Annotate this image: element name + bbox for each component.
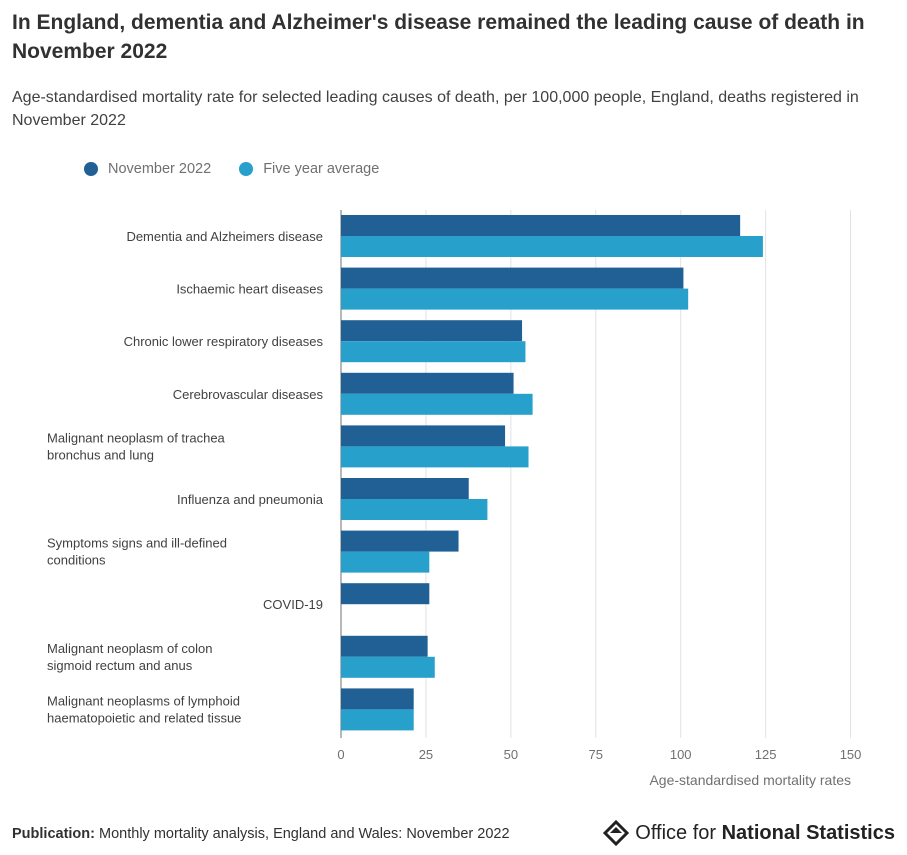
category-label-line: bronchus and lung xyxy=(47,447,154,462)
category-label: Ischaemic heart diseases xyxy=(176,282,323,297)
category-label: Influenza and pneumonia xyxy=(177,492,324,507)
bar-five-year-average xyxy=(341,236,763,257)
category-label-line: sigmoid rectum and anus xyxy=(47,658,193,673)
publication-label: Publication: xyxy=(12,826,95,842)
x-tick-label: 0 xyxy=(337,747,344,762)
bar-november-2022 xyxy=(341,635,428,657)
x-tick-label: 25 xyxy=(419,747,433,762)
category-label-line: Malignant neoplasms of lymphoid xyxy=(47,693,240,708)
bar-five-year-average xyxy=(341,393,533,415)
x-tick-label: 50 xyxy=(504,747,518,762)
bar-november-2022 xyxy=(341,372,514,394)
legend-swatch-november-2022 xyxy=(84,162,98,176)
legend: November 2022 Five year average xyxy=(84,161,403,180)
bar-five-year-average xyxy=(341,499,488,520)
ons-logo-icon xyxy=(603,820,630,846)
category-label: Chronic lower respiratory diseases xyxy=(124,334,324,349)
legend-item-five-year-average: Five year average xyxy=(239,161,379,177)
category-label: Malignant neoplasm of trachea bronchus an… xyxy=(47,430,226,462)
bar-chart: 0 25 50 75 100 125 150 Age-standardised mortali… xyxy=(47,210,862,788)
x-tick-label: 75 xyxy=(589,747,603,762)
chart-subtitle: Age-standardised mortality rate for sele… xyxy=(12,89,859,129)
category-label: Malignant neoplasms of lymphoid haematopo… xyxy=(47,693,241,725)
bar-five-year-average xyxy=(341,288,689,310)
bar-november-2022 xyxy=(341,425,506,447)
x-tick-label: 150 xyxy=(840,747,862,762)
bar-november-2022 xyxy=(341,267,684,289)
bar-november-2022 xyxy=(341,583,430,605)
ons-logo[interactable]: Office for National Statistics xyxy=(603,820,895,846)
publication-footer: Publication: Monthly mortality analysis,… xyxy=(12,826,510,842)
bar-five-year-average xyxy=(341,446,529,468)
ons-logo-text-regular: Office for xyxy=(635,821,717,844)
ons-logo-text-bold: National Statistics xyxy=(721,821,895,844)
category-label-line: Malignant neoplasm of trachea xyxy=(47,430,226,445)
legend-label-five-year-average: Five year average xyxy=(263,161,380,177)
publication-link[interactable]: Monthly mortality analysis, England and … xyxy=(99,826,510,842)
bar-five-year-average xyxy=(341,551,430,573)
x-axis-label: Age-standardised mortality rates xyxy=(649,772,851,788)
chart-title: In England, dementia and Alzheimer's dis… xyxy=(12,11,865,63)
bar-november-2022 xyxy=(341,530,459,552)
x-tick-label: 100 xyxy=(670,747,692,762)
category-label-line: Symptoms signs and ill-defined xyxy=(47,536,227,551)
category-label-line: conditions xyxy=(47,553,106,568)
category-label: COVID-19 xyxy=(263,597,323,612)
bar-five-year-average xyxy=(341,656,435,678)
x-tick-label: 125 xyxy=(755,747,777,762)
bar-november-2022 xyxy=(341,688,414,710)
category-label: Symptoms signs and ill-defined conditions xyxy=(47,536,227,568)
bar-november-2022 xyxy=(341,215,741,236)
category-label-line: Malignant neoplasm of colon xyxy=(47,641,213,656)
category-label: Dementia and Alzheimers disease xyxy=(126,229,323,244)
bar-november-2022 xyxy=(341,320,523,342)
category-label-line: haematopoietic and related tissue xyxy=(47,710,241,725)
bar-five-year-average xyxy=(341,709,414,731)
category-label: Cerebrovascular diseases xyxy=(173,387,324,402)
legend-swatch-five-year-average xyxy=(239,162,254,176)
legend-item-november-2022: November 2022 xyxy=(84,161,211,177)
bar-five-year-average xyxy=(341,341,526,363)
legend-label-november-2022: November 2022 xyxy=(108,161,212,177)
category-label: Malignant neoplasm of colon sigmoid rectu… xyxy=(47,641,213,673)
bar-november-2022 xyxy=(341,478,469,499)
